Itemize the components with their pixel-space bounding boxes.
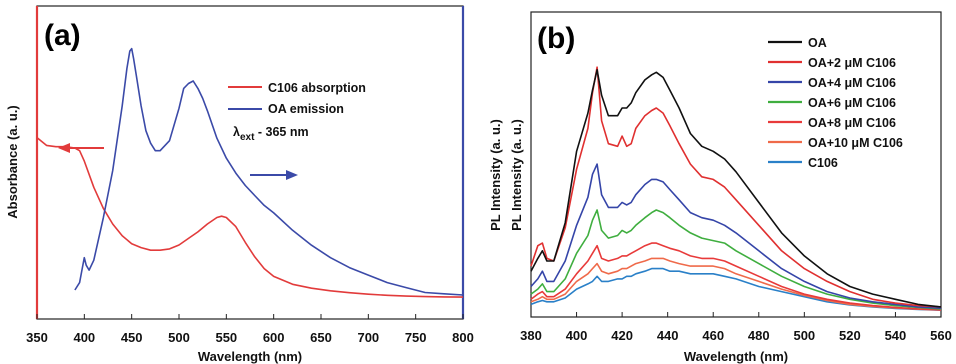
arrow-left-icon [58, 143, 104, 153]
x-ticks-a: 350 400 450 500 550 600 650 700 750 800 [26, 314, 474, 345]
legend-label-oa-emission: OA emission [268, 102, 344, 116]
x-tick-label-a: 800 [452, 330, 474, 345]
legend-label-oa: OA [808, 36, 827, 50]
series-line-oa-emission [74, 47, 464, 296]
x-tick-label-a: 550 [215, 330, 237, 345]
legend-label-oa-6-m-c106: OA+6 μM C106 [808, 96, 896, 110]
x-tick-label-b: 440 [657, 328, 679, 343]
plot-frame-b [530, 11, 942, 318]
panel-label-b: (b) [537, 22, 575, 55]
x-tick-label-b: 420 [611, 328, 633, 343]
y-axis-label-b: PL Intensity (a. u.) [488, 119, 503, 231]
arrow-right-icon [250, 170, 298, 180]
x-tick-label-b: 540 [885, 328, 907, 343]
excitation-annotation: λext - 365 nm [233, 125, 309, 143]
x-ticks-b: 380 400 420 440 460 480 500 520 540 560 [520, 312, 952, 343]
plot-frame-a [36, 5, 464, 320]
x-tick-label-b: 520 [839, 328, 861, 343]
legend-label-oa-2-m-c106: OA+2 μM C106 [808, 56, 896, 70]
legend-label-oa-8-m-c106: OA+8 μM C106 [808, 116, 896, 130]
legend-label-oa-4-m-c106: OA+4 μM C106 [808, 76, 896, 90]
x-tick-label-b: 480 [748, 328, 770, 343]
series-line-oa-2-m-c106 [530, 66, 942, 308]
x-tick-label-b: 500 [793, 328, 815, 343]
series-line-oa-8-m-c106 [530, 242, 942, 311]
series-line-oa-10-m-c106 [530, 257, 942, 311]
x-tick-label-a: 700 [357, 330, 379, 345]
x-tick-label-a: 400 [73, 330, 95, 345]
x-axis-label-b: Wavelength (nm) [684, 349, 788, 364]
series-line-c106 [530, 267, 942, 311]
series-b [530, 66, 942, 311]
x-tick-label-a: 450 [121, 330, 143, 345]
x-tick-label-b: 380 [520, 328, 542, 343]
x-tick-label-b: 560 [930, 328, 952, 343]
series-line-oa [530, 69, 942, 308]
legend-label-c106-absorption: C106 absorption [268, 81, 366, 95]
y-axis-label-b-inner: PL Intensity (a. u.) [509, 119, 524, 231]
x-tick-label-b: 400 [566, 328, 588, 343]
x-tick-label-a: 600 [263, 330, 285, 345]
x-tick-label-a: 500 [168, 330, 190, 345]
legend-b: OA OA+2 μM C106 OA+4 μM C106 OA+6 μM C106 OA… [768, 36, 903, 170]
x-tick-label-a: 650 [310, 330, 332, 345]
series-line-c106-absorption [36, 136, 464, 298]
legend-label-c106: C106 [808, 156, 838, 170]
panel-a: (a) 350 400 450 500 550 600 650 700 750 800 Wavel… [5, 5, 474, 364]
panel-label-a: (a) [44, 19, 81, 52]
series-a [36, 47, 464, 298]
x-tick-label-a: 350 [26, 330, 48, 345]
panel-b: (b) 380 400 420 440 460 480 500 520 540 560 Wavel… [488, 11, 952, 364]
series-line-oa-6-m-c106 [530, 209, 942, 310]
x-tick-label-b: 460 [702, 328, 724, 343]
legend-label-oa-10-m-c106: OA+10 μM C106 [808, 136, 903, 150]
x-axis-label-a: Wavelength (nm) [198, 349, 302, 364]
series-line-oa-4-m-c106 [530, 163, 942, 309]
y-axis-label-a: Absorbance (a. u.) [5, 105, 20, 218]
x-tick-label-a: 750 [405, 330, 427, 345]
